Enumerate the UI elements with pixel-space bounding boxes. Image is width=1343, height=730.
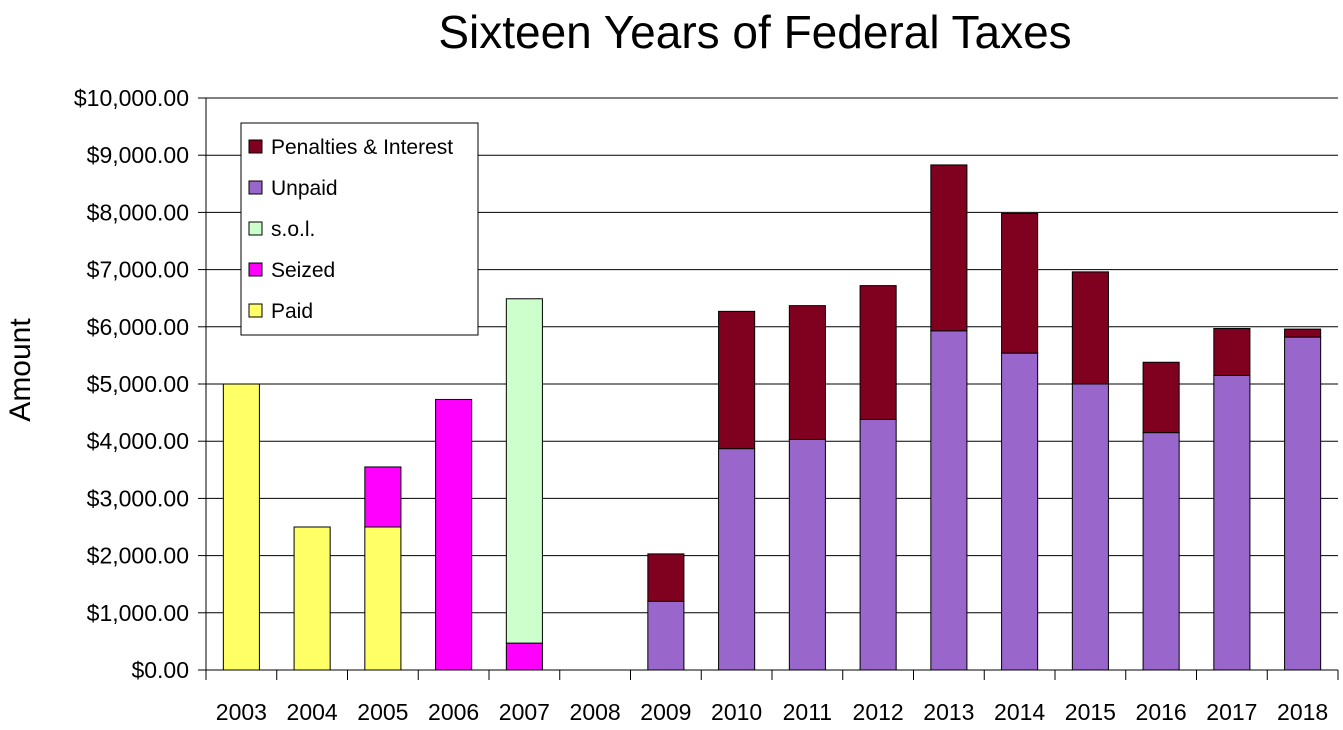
bar-segment xyxy=(1142,432,1180,671)
bar-segment xyxy=(222,383,260,671)
bar-segment xyxy=(930,330,968,671)
y-tick-label: $0.00 xyxy=(131,657,189,683)
legend-swatch xyxy=(248,180,263,195)
y-axis-ticks: $0.00 $1,000.00 $2,000.00 $3,000.00 $4,000.0… xyxy=(74,85,206,683)
bar-segment xyxy=(505,298,543,644)
y-axis-label: Amount xyxy=(4,318,37,422)
bar-segment xyxy=(1001,352,1039,671)
y-tick-label: $6,000.00 xyxy=(87,314,189,340)
x-tick-label: 2006 xyxy=(428,699,479,725)
bar-segment xyxy=(435,398,473,671)
legend-label: Unpaid xyxy=(271,177,338,200)
bar-segment xyxy=(1071,383,1109,671)
legend-label: Penalties & Interest xyxy=(271,136,453,159)
x-tick-label: 2011 xyxy=(783,699,832,725)
x-tick-label: 2012 xyxy=(853,699,904,725)
bar-segment xyxy=(788,438,826,671)
bar-segment xyxy=(1071,271,1109,385)
y-tick-label: $9,000.00 xyxy=(87,142,189,168)
x-tick-label: 2015 xyxy=(1065,699,1116,725)
bar-segment xyxy=(718,448,756,671)
y-tick-label: $5,000.00 xyxy=(87,371,189,397)
legend: Penalties & Interest Unpaid s.o.l. Seized Pa… xyxy=(240,122,479,336)
x-tick-label: 2018 xyxy=(1277,699,1328,725)
legend-label: s.o.l. xyxy=(271,218,315,241)
legend-label: Paid xyxy=(271,300,313,323)
x-tick-label: 2007 xyxy=(499,699,550,725)
bar-segment xyxy=(718,310,756,450)
x-tick-label: 2010 xyxy=(711,699,762,725)
legend-swatch xyxy=(248,139,263,154)
bar-segment xyxy=(1284,336,1322,671)
bar-segment xyxy=(1213,374,1251,671)
bar-segment xyxy=(364,466,402,528)
bar-segment xyxy=(1284,328,1322,338)
bar-segment xyxy=(788,305,826,440)
bar-segment xyxy=(859,418,897,671)
x-tick-label: 2008 xyxy=(570,699,621,725)
x-tick-label: 2003 xyxy=(216,699,267,725)
y-tick-label: $10,000.00 xyxy=(74,85,189,111)
y-tick-label: $4,000.00 xyxy=(87,428,189,454)
x-tick-label: 2013 xyxy=(923,699,974,725)
bar-segment xyxy=(293,526,331,671)
x-tick-label: 2004 xyxy=(287,699,338,725)
x-tick-label: 2014 xyxy=(994,699,1045,725)
y-tick-label: $7,000.00 xyxy=(87,257,189,283)
x-tick-label: 2005 xyxy=(357,699,408,725)
chart-title: Sixteen Years of Federal Taxes xyxy=(438,6,1071,58)
bar-segment xyxy=(1213,328,1251,376)
legend-label: Seized xyxy=(271,259,335,282)
bar-segment xyxy=(930,164,968,332)
x-tick-label: 2017 xyxy=(1206,699,1257,725)
bar-segment xyxy=(647,553,685,602)
bar-segment xyxy=(364,526,402,671)
x-tick-label: 2009 xyxy=(640,699,691,725)
legend-swatch xyxy=(248,303,263,318)
y-tick-label: $8,000.00 xyxy=(87,199,189,225)
bar-segment xyxy=(505,642,543,671)
bar-segment xyxy=(1142,361,1180,434)
y-tick-label: $3,000.00 xyxy=(87,485,189,511)
y-tick-label: $2,000.00 xyxy=(87,543,189,569)
bars xyxy=(222,164,1322,671)
legend-swatch xyxy=(248,262,263,277)
x-tick-label: 2016 xyxy=(1136,699,1187,725)
x-axis-ticks: 2003 2004 2005 2006 2007 2008 2009 2010 2011 2012… xyxy=(205,670,1339,725)
bar-segment xyxy=(859,285,897,420)
bar-segment xyxy=(1001,213,1039,354)
legend-swatch xyxy=(248,221,263,236)
bar-segment xyxy=(647,600,685,671)
legend-box xyxy=(240,122,479,336)
y-tick-label: $1,000.00 xyxy=(87,600,189,626)
